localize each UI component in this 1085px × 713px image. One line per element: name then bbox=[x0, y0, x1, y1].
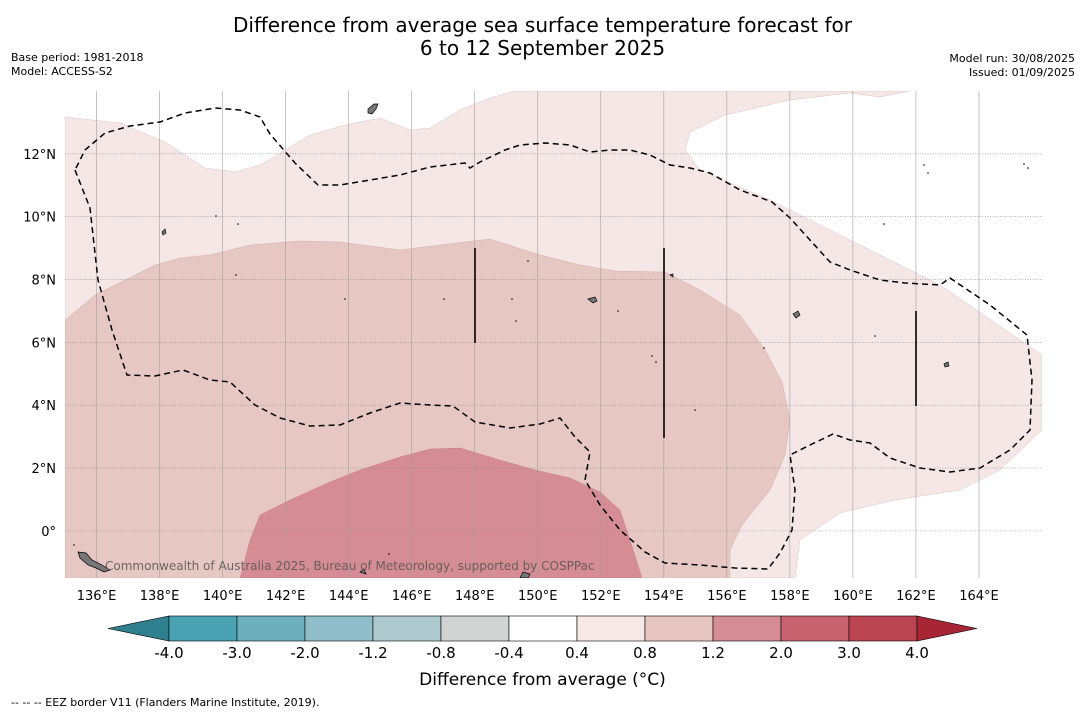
islands bbox=[77, 103, 950, 578]
colorbar-tick-label: -1.2 bbox=[358, 644, 387, 662]
colorbar-swatch bbox=[372, 615, 442, 642]
colorbar-tick-label: 1.2 bbox=[701, 644, 725, 662]
map-area: Commonwealth of Australia 2025, Bureau o… bbox=[65, 91, 1042, 578]
chart-title: Difference from average sea surface temp… bbox=[0, 14, 1085, 60]
colorbar-swatch bbox=[576, 615, 646, 642]
longitude-labels: 136°E 138°E 140°E 142°E 144°E 146°E 148°E 150°E… bbox=[77, 589, 999, 604]
lon-label: 154°E bbox=[644, 589, 684, 604]
colorbar-swatch bbox=[712, 615, 782, 642]
colorbar-tick-label: 0.8 bbox=[633, 644, 657, 662]
anomaly-band-medium bbox=[65, 238, 791, 578]
colorbar-label: Difference from average (°C) bbox=[419, 670, 666, 690]
island bbox=[359, 568, 367, 575]
lon-label: 148°E bbox=[455, 589, 495, 604]
island bbox=[77, 551, 111, 573]
island bbox=[161, 228, 167, 236]
colorbar-swatch bbox=[780, 615, 850, 642]
lat-label: 10°N bbox=[23, 211, 56, 226]
colorbar-extend-high bbox=[916, 615, 978, 642]
colorbar-tick-label: -3.0 bbox=[222, 644, 251, 662]
eez-border bbox=[74, 107, 1033, 570]
meta-left: Base period: 1981-2018 Model: ACCESS-S2 bbox=[11, 51, 143, 79]
lon-label: 164°E bbox=[959, 589, 999, 604]
colorbar-tick-label: 4.0 bbox=[905, 644, 929, 662]
colorbar-swatch bbox=[644, 615, 714, 642]
island bbox=[367, 103, 379, 115]
colorbar-tick-label: 2.0 bbox=[769, 644, 793, 662]
island bbox=[792, 310, 801, 319]
lat-label: 6°N bbox=[32, 336, 57, 351]
lon-label: 136°E bbox=[77, 589, 117, 604]
colorbar-swatch bbox=[236, 615, 306, 642]
colorbar-tick-label: -2.0 bbox=[290, 644, 319, 662]
colorbar-swatch bbox=[168, 615, 238, 642]
colorbar-tick-label: -4.0 bbox=[154, 644, 183, 662]
lat-label: 4°N bbox=[32, 399, 57, 414]
lon-label: 140°E bbox=[203, 589, 243, 604]
island bbox=[519, 571, 531, 578]
lat-label: 12°N bbox=[23, 148, 56, 163]
eez-legend-note: -- -- -- EEZ border V11 (Flanders Marine… bbox=[11, 696, 320, 709]
anomaly-band-warm bbox=[239, 447, 643, 578]
colorbar-tick-label: 0.4 bbox=[565, 644, 589, 662]
lon-label: 156°E bbox=[707, 589, 747, 604]
colorbar-swatch bbox=[304, 615, 374, 642]
model-name: Model: ACCESS-S2 bbox=[11, 65, 113, 78]
colorbar-swatch bbox=[508, 615, 578, 642]
lon-label: 146°E bbox=[392, 589, 432, 604]
title-line-1: Difference from average sea surface temp… bbox=[232, 13, 852, 37]
lat-label: 2°N bbox=[32, 462, 57, 477]
colorbar-tick-label: -0.8 bbox=[426, 644, 455, 662]
issued-date: Issued: 01/09/2025 bbox=[968, 66, 1075, 79]
island bbox=[587, 296, 598, 304]
colorbar: -4.0 -3.0 -2.0 -1.2 -0.8 -0.4 0.4 0.8 1.2 2.0 3.0 4… bbox=[107, 615, 978, 662]
title-line-2: 6 to 12 September 2025 bbox=[419, 36, 666, 60]
atolls bbox=[73, 163, 1029, 555]
island bbox=[943, 361, 950, 368]
watermark: Commonwealth of Australia 2025, Bureau o… bbox=[105, 559, 595, 573]
colorbar-swatch bbox=[440, 615, 510, 642]
colorbar-tick-label: -0.4 bbox=[494, 644, 523, 662]
colorbar-swatch bbox=[848, 615, 918, 642]
lon-label: 150°E bbox=[518, 589, 558, 604]
lon-label: 138°E bbox=[140, 589, 180, 604]
lon-label: 160°E bbox=[833, 589, 873, 604]
lon-label: 152°E bbox=[581, 589, 621, 604]
lon-label: 142°E bbox=[266, 589, 306, 604]
colorbar-extend-low bbox=[107, 615, 170, 642]
base-period: Base period: 1981-2018 bbox=[11, 51, 144, 64]
island bbox=[669, 273, 674, 278]
colorbar-tick-label: 3.0 bbox=[837, 644, 861, 662]
latitude-labels: 0° 2°N 4°N 6°N 8°N 10°N 12°N bbox=[23, 148, 56, 540]
lat-label: 8°N bbox=[32, 274, 57, 289]
meta-right: Model run: 30/08/2025 Issued: 01/09/2025 bbox=[949, 52, 1075, 80]
lon-label: 144°E bbox=[329, 589, 369, 604]
lat-label: 0° bbox=[41, 525, 56, 540]
lon-label: 162°E bbox=[896, 589, 936, 604]
model-run: Model run: 30/08/2025 bbox=[949, 52, 1075, 65]
lon-label: 158°E bbox=[770, 589, 810, 604]
